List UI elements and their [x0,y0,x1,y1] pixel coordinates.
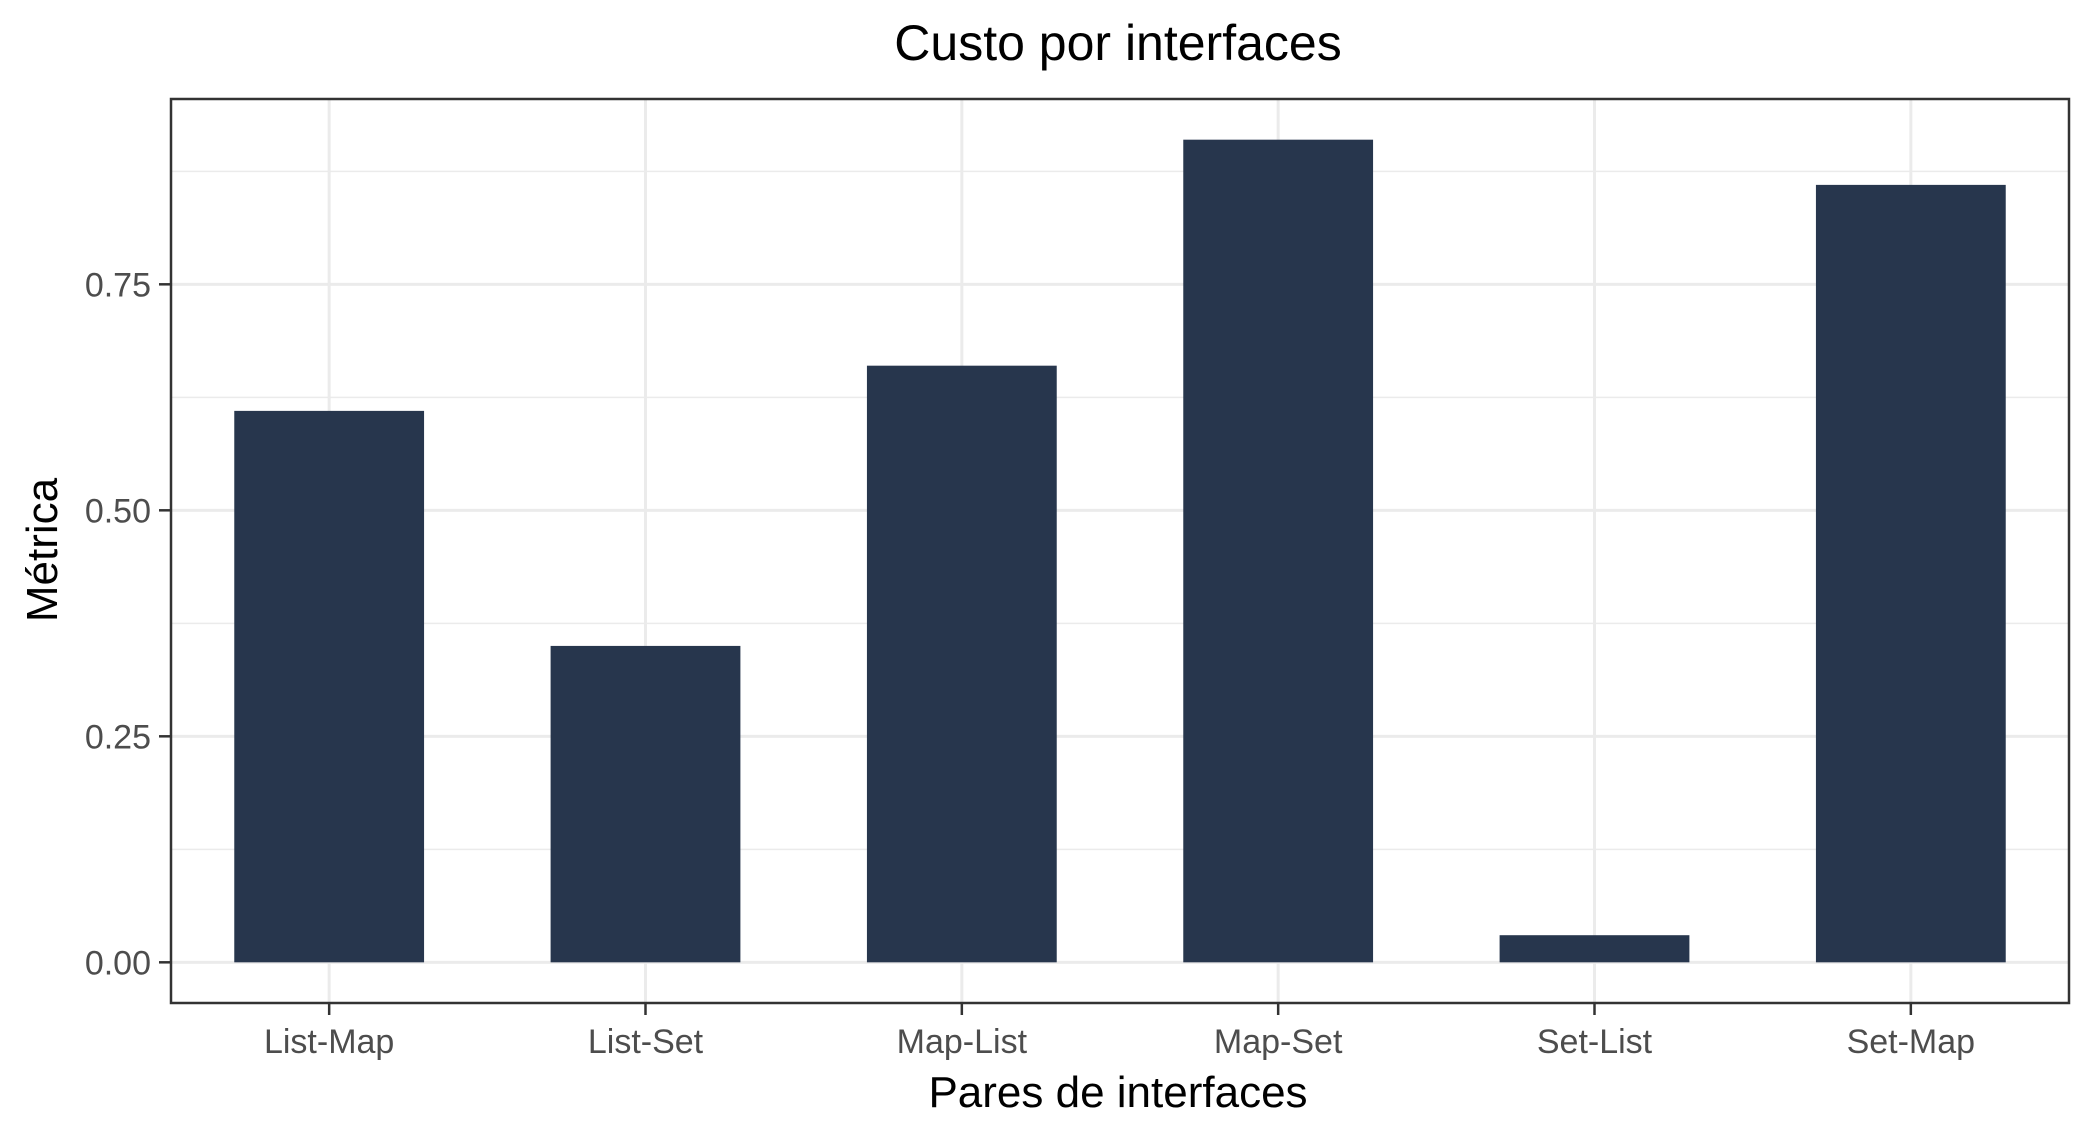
plot-panel-border [169,97,2071,1005]
x-tick-label: Map-List [897,1023,1028,1061]
bar-map-set [1183,139,1374,963]
chart-title: Custo por interfaces [894,15,1341,71]
axis-ticks: 0.00 0.25 0.50 0.75 List-Map List-Set Map-List… [85,266,1975,1061]
bar-list-set [550,645,741,963]
bars [234,139,2006,963]
y-axis-title: Métrica [18,477,67,622]
x-tick-label: Set-Map [1847,1023,1976,1061]
x-tick-label: List-Map [264,1023,394,1061]
y-tick-label: 0.25 [85,718,151,756]
y-tick-label: 0.00 [85,944,151,982]
y-tick-label: 0.50 [85,492,151,530]
x-axis-title: Pares de interfaces [928,1068,1307,1117]
x-tick-label: List-Set [588,1023,704,1061]
bar-map-list [866,365,1057,963]
bar-set-list [1499,935,1690,963]
x-tick-label: Map-Set [1214,1023,1343,1061]
bar-set-map [1815,184,2006,963]
y-tick-label: 0.75 [85,266,151,304]
bar-list-map [234,410,425,963]
x-tick-label: Set-List [1537,1023,1653,1061]
